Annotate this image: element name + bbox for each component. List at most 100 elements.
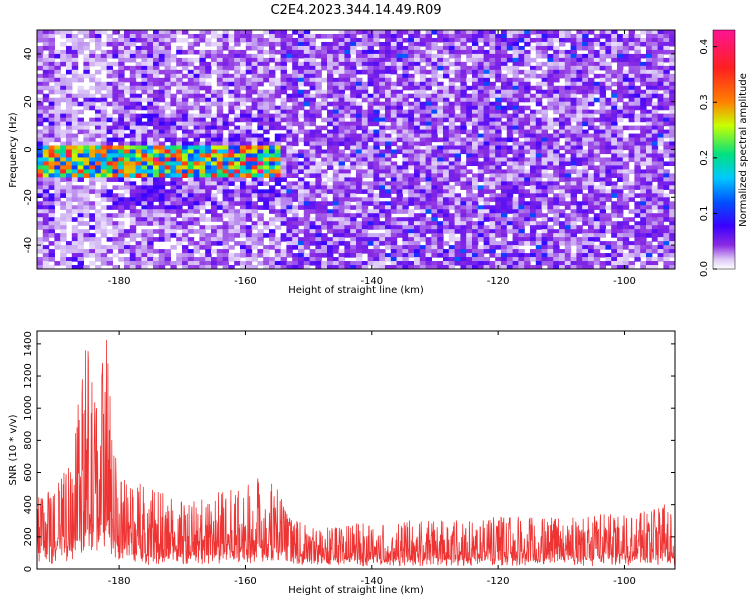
heatmap-cell bbox=[547, 265, 554, 269]
heatmap-cell bbox=[431, 201, 438, 206]
heatmap-cell bbox=[164, 30, 171, 35]
heatmap-cell bbox=[524, 141, 531, 147]
heatmap-cell bbox=[408, 201, 415, 206]
heatmap-cell bbox=[495, 33, 502, 39]
heatmap-cell bbox=[286, 173, 293, 178]
heatmap-cell bbox=[42, 261, 50, 266]
heatmap-cell bbox=[315, 257, 322, 262]
heatmap-cell bbox=[483, 137, 490, 143]
heatmap-cell bbox=[518, 181, 525, 186]
heatmap-cell bbox=[472, 33, 479, 39]
heatmap-cell bbox=[234, 101, 241, 107]
heatmap-cell bbox=[269, 149, 276, 155]
heatmap-cell bbox=[588, 165, 595, 171]
heatmap-cell bbox=[54, 49, 61, 55]
heatmap-cell bbox=[582, 65, 589, 71]
heatmap-cell bbox=[211, 169, 218, 174]
heatmap-cell bbox=[489, 245, 496, 250]
heatmap-cell bbox=[222, 30, 229, 35]
heatmap-cell bbox=[547, 237, 554, 242]
heatmap-cell bbox=[373, 241, 380, 246]
heatmap-cell bbox=[251, 169, 258, 174]
heatmap-cell bbox=[245, 37, 253, 43]
heatmap-cell bbox=[344, 141, 351, 147]
heatmap-cell bbox=[42, 53, 50, 59]
heatmap-cell bbox=[176, 173, 183, 178]
heatmap-cell bbox=[95, 37, 102, 43]
heatmap-cell bbox=[332, 89, 340, 95]
heatmap-cell bbox=[443, 261, 450, 266]
heatmap-cell bbox=[303, 69, 311, 75]
heatmap-cell bbox=[257, 133, 264, 139]
heatmap-cell bbox=[425, 241, 432, 246]
heatmap-cell bbox=[483, 241, 490, 246]
heatmap-cell bbox=[402, 49, 409, 55]
heatmap-cell bbox=[205, 153, 212, 159]
heatmap-cell bbox=[489, 261, 496, 266]
heatmap-cell bbox=[530, 113, 537, 119]
heatmap-cell bbox=[472, 61, 479, 67]
heatmap-cell bbox=[408, 213, 415, 218]
heatmap-cell bbox=[95, 165, 102, 171]
heatmap-cell bbox=[147, 97, 154, 103]
heatmap-cell bbox=[257, 65, 264, 71]
heatmap-cell bbox=[66, 193, 73, 198]
heatmap-cell bbox=[414, 65, 421, 71]
heatmap-cell bbox=[408, 265, 415, 269]
heatmap-cell bbox=[332, 205, 340, 210]
heatmap-cell bbox=[164, 229, 171, 234]
heatmap-cell bbox=[83, 141, 90, 147]
heatmap-cell bbox=[483, 149, 490, 155]
heatmap-cell bbox=[182, 85, 189, 91]
heatmap-cell bbox=[414, 253, 421, 258]
heatmap-cell bbox=[176, 61, 183, 67]
heatmap-cell bbox=[77, 177, 84, 182]
heatmap-cell bbox=[559, 193, 566, 198]
heatmap-cell bbox=[425, 185, 432, 190]
heatmap-cell bbox=[60, 201, 67, 206]
heatmap-cell bbox=[164, 145, 171, 151]
heatmap-cell bbox=[257, 69, 264, 75]
heatmap-cell bbox=[205, 145, 212, 151]
heatmap-cell bbox=[379, 93, 386, 99]
heatmap-cell bbox=[506, 229, 514, 234]
heatmap-cell bbox=[129, 189, 137, 194]
heatmap-cell bbox=[147, 141, 154, 147]
heatmap-cell bbox=[158, 61, 166, 67]
heatmap-cell bbox=[170, 177, 177, 182]
heatmap-cell bbox=[356, 121, 363, 127]
heatmap-cell bbox=[292, 225, 299, 230]
heatmap-cell bbox=[83, 89, 90, 95]
heatmap-cell bbox=[182, 149, 189, 155]
heatmap-cell bbox=[425, 261, 432, 266]
heatmap-cell bbox=[466, 177, 473, 182]
heatmap-cell bbox=[240, 213, 247, 218]
heatmap-cell bbox=[431, 73, 438, 79]
heatmap-cell bbox=[332, 213, 340, 218]
heatmap-cell bbox=[199, 169, 206, 174]
heatmap-cell bbox=[425, 49, 432, 55]
heatmap-cell bbox=[240, 109, 247, 115]
heatmap-cell bbox=[240, 117, 247, 123]
heatmap-cell bbox=[332, 229, 340, 234]
heatmap-cell bbox=[251, 193, 258, 198]
heatmap-cell bbox=[245, 197, 253, 202]
heatmap-cell bbox=[321, 265, 328, 269]
heatmap-cell bbox=[112, 101, 119, 107]
heatmap-cell bbox=[321, 153, 328, 159]
heatmap-cell bbox=[460, 113, 467, 119]
heatmap-cell bbox=[141, 141, 148, 147]
heatmap-cell bbox=[472, 145, 479, 151]
heatmap-cell bbox=[419, 85, 427, 91]
heatmap-cell bbox=[402, 153, 409, 159]
heatmap-cell bbox=[315, 73, 322, 79]
heatmap-cell bbox=[274, 161, 282, 167]
heatmap-cell bbox=[396, 245, 403, 250]
heatmap-cell bbox=[338, 37, 345, 43]
heatmap-cell bbox=[54, 185, 61, 190]
heatmap-cell bbox=[344, 181, 351, 186]
heatmap-cell bbox=[414, 181, 421, 186]
heatmap-cell bbox=[71, 93, 79, 99]
heatmap-cell bbox=[193, 149, 200, 155]
heatmap-cell bbox=[512, 265, 519, 269]
